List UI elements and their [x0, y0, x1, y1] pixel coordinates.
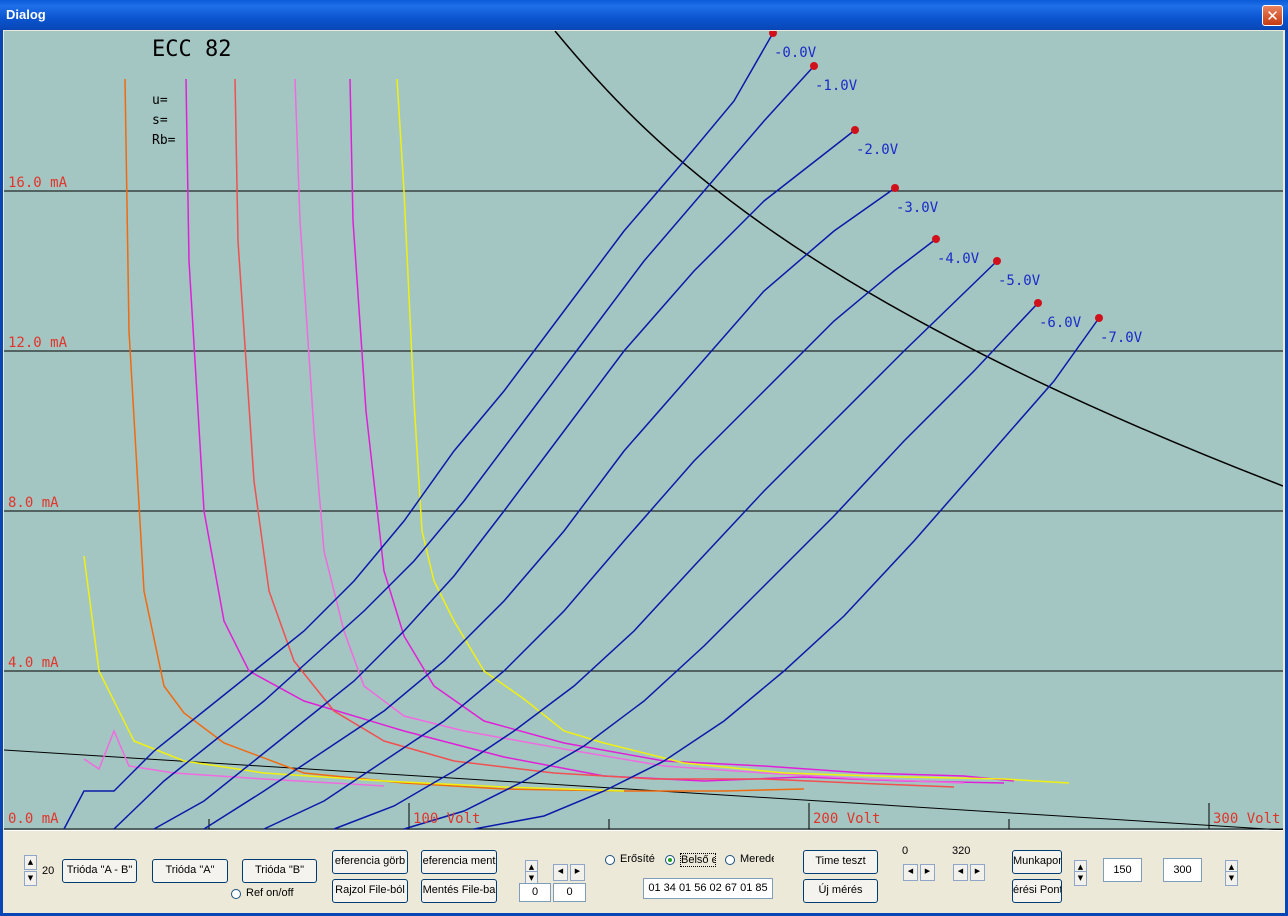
- tube-name: ECC 82: [152, 37, 231, 62]
- time-test-button[interactable]: Time teszt: [803, 850, 878, 874]
- grid-label-3: -3.0V: [896, 200, 939, 216]
- ref-save-button[interactable]: eferencia ment: [421, 850, 497, 874]
- edit-150-field[interactable]: 150: [1103, 858, 1142, 882]
- marker-4: [932, 235, 940, 243]
- grid-label-2: -2.0V: [856, 142, 899, 158]
- marker-1: [810, 62, 818, 70]
- x-label-100: 100 Volt: [413, 811, 480, 827]
- x-label-200: 200 Volt: [813, 811, 880, 827]
- spin-up-left[interactable]: ▲: [24, 855, 37, 870]
- y-label-4: 4.0 mA: [8, 655, 59, 671]
- range-min-right[interactable]: ▶: [920, 864, 935, 881]
- grid-voltage-labels: -0.0V -1.0V -2.0V -3.0V -4.0V -5.0V -6.0…: [774, 45, 1143, 346]
- trioda-a-button[interactable]: Trióda "A": [152, 859, 228, 883]
- range-max-right[interactable]: ▶: [970, 864, 985, 881]
- close-button[interactable]: ✕: [1262, 5, 1283, 26]
- grid-markers: [769, 31, 1103, 322]
- working-point-button[interactable]: Munkapon: [1012, 850, 1062, 874]
- new-measurement-button[interactable]: Új mérés: [803, 879, 878, 903]
- scroll-right-mid[interactable]: ▶: [570, 864, 585, 881]
- grid-lines: [4, 190, 1283, 830]
- plot-area: ECC 82 u= s= Rb= 16.0 mA 12.0 mA 8.0 mA …: [4, 31, 1283, 831]
- marker-3: [891, 184, 899, 192]
- internal-resistance-radio[interactable]: [665, 855, 675, 865]
- range-max-label: 320: [952, 845, 971, 857]
- power-hyperbola: [554, 31, 1283, 487]
- descending-curves: [83, 78, 1070, 792]
- trioda-b-button[interactable]: Trióda "B": [242, 859, 317, 883]
- spin-value-left: 20: [42, 865, 55, 877]
- grid-label-7: -7.0V: [1100, 330, 1143, 346]
- amplification-label: Erősíté: [620, 853, 655, 865]
- grid-curves: [63, 32, 1100, 830]
- window-frame: [0, 30, 1288, 916]
- grid-label-1: -1.0V: [815, 78, 858, 94]
- trioda-ab-button[interactable]: Trióda "A - B": [62, 859, 137, 883]
- save-to-file-button[interactable]: Mentés File-ba: [421, 879, 497, 903]
- spin-down-right[interactable]: ▼: [1074, 871, 1087, 886]
- x-label-300: 300 Volt: [1213, 811, 1280, 827]
- hex-value-field[interactable]: 01 34 01 56 02 67 01 85: [643, 878, 773, 899]
- scroll-left-mid[interactable]: ◀: [553, 864, 568, 881]
- spin-down-left[interactable]: ▼: [24, 871, 37, 886]
- measuring-point-button[interactable]: érési Pont: [1012, 879, 1062, 903]
- spin-down-far-right[interactable]: ▼: [1225, 871, 1238, 886]
- y-label-8: 8.0 mA: [8, 495, 59, 511]
- amplification-radio[interactable]: [605, 855, 615, 865]
- grid-label-0: -0.0V: [774, 45, 817, 61]
- param-u: u=: [152, 93, 168, 108]
- marker-5: [993, 257, 1001, 265]
- ref-onoff-radio[interactable]: [231, 889, 241, 899]
- param-s: s=: [152, 113, 168, 128]
- range-max-left[interactable]: ◀: [953, 864, 968, 881]
- edit-300-field[interactable]: 300: [1163, 858, 1202, 882]
- load-line: [4, 749, 1283, 830]
- axis-labels: 16.0 mA 12.0 mA 8.0 mA 4.0 mA 0.0 mA 100…: [8, 175, 1280, 827]
- window-title: Dialog: [6, 7, 46, 22]
- param-labels: u= s= Rb=: [152, 93, 176, 148]
- edit-b-field[interactable]: 0: [553, 883, 586, 902]
- marker-6: [1034, 299, 1042, 307]
- grid-label-5: -5.0V: [998, 273, 1041, 289]
- grid-label-6: -6.0V: [1039, 315, 1082, 331]
- slope-label: Merede: [740, 853, 774, 865]
- edit-a-field[interactable]: 0: [519, 883, 551, 902]
- ref-curve-button[interactable]: eferencia görb: [332, 850, 408, 874]
- draw-from-file-button[interactable]: Rajzol File-ból: [332, 879, 408, 903]
- marker-2: [851, 126, 859, 134]
- slope-radio[interactable]: [725, 855, 735, 865]
- range-min-label: 0: [902, 845, 909, 857]
- plot-svg: ECC 82 u= s= Rb= 16.0 mA 12.0 mA 8.0 mA …: [4, 31, 1283, 830]
- internal-resistance-label: Belső e: [680, 853, 716, 867]
- ref-onoff-label: Ref on/off: [246, 887, 294, 899]
- range-min-left[interactable]: ◀: [903, 864, 918, 881]
- grid-label-4: -4.0V: [937, 251, 980, 267]
- param-rb: Rb=: [152, 133, 176, 148]
- y-label-0: 0.0 mA: [8, 811, 59, 827]
- marker-7: [1095, 314, 1103, 322]
- title-bar: Dialog ✕: [0, 0, 1288, 30]
- marker-0: [769, 31, 777, 37]
- y-label-12: 12.0 mA: [8, 335, 68, 351]
- y-label-16: 16.0 mA: [8, 175, 68, 191]
